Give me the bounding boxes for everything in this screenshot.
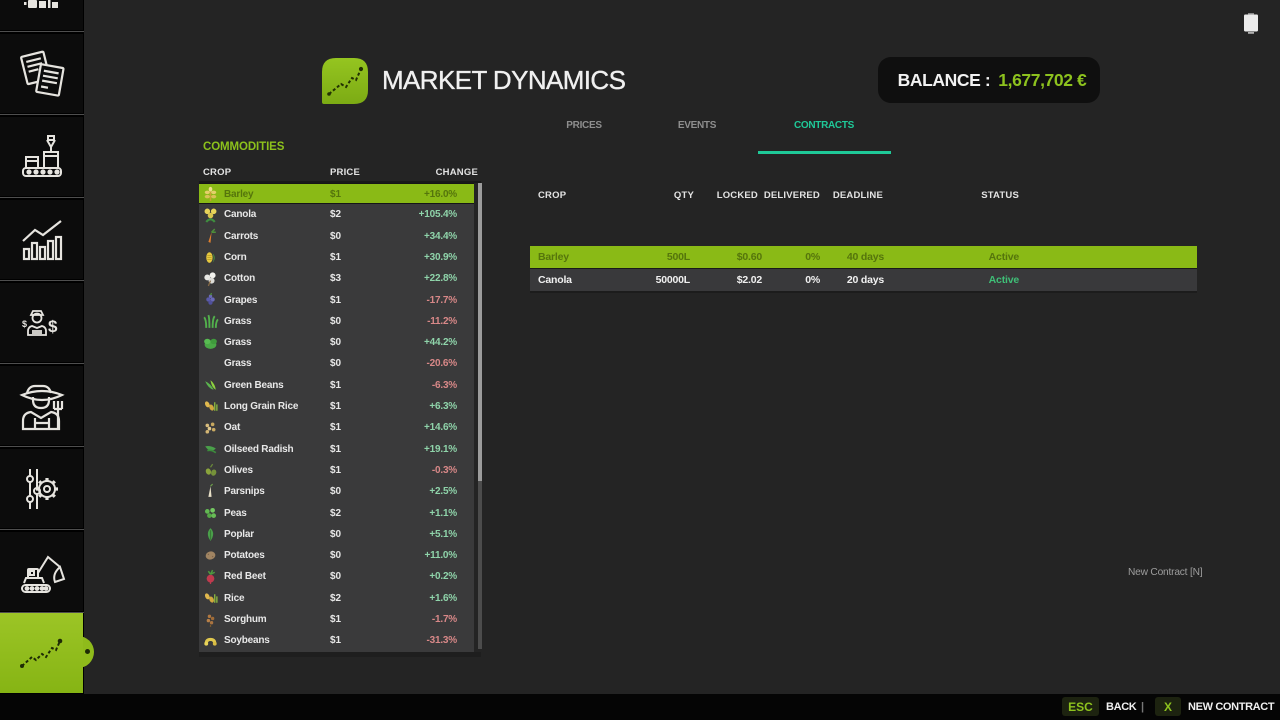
svg-text:$: $ — [22, 319, 27, 329]
svg-text:$: $ — [48, 317, 58, 336]
